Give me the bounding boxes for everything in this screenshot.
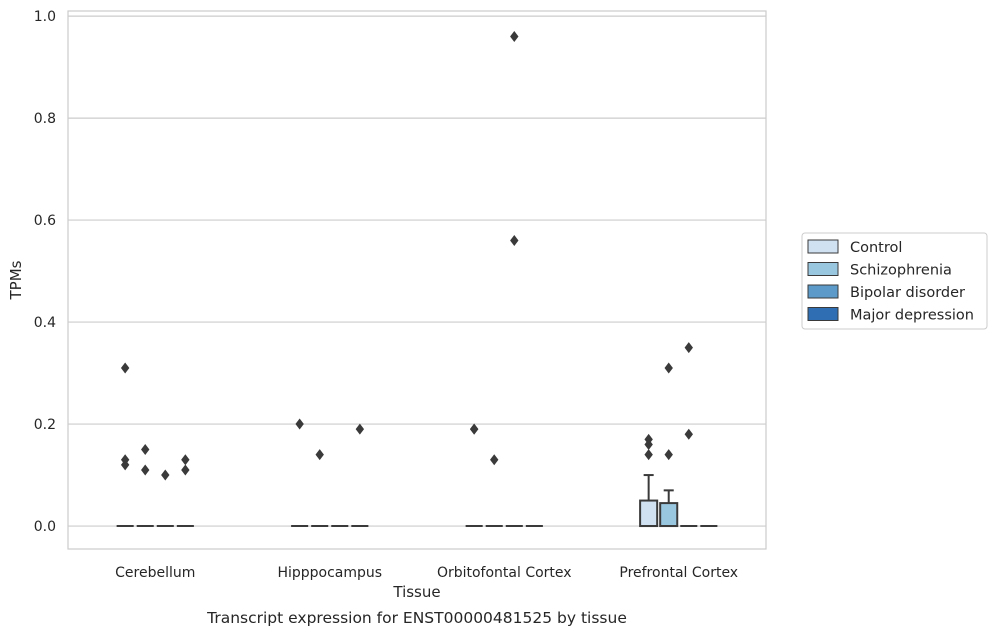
legend-swatch	[807, 307, 839, 321]
x-tick-label: Orbitofontal Cortex	[437, 565, 572, 581]
outlier-point	[355, 423, 365, 435]
legend-label: Major depression	[850, 308, 974, 324]
outlier-point	[490, 454, 499, 466]
outlier-point	[644, 449, 653, 461]
y-tick-label: 0.2	[34, 417, 56, 433]
legend-frame	[801, 232, 988, 330]
x-tick-label: Hipppocampus	[277, 565, 382, 581]
x-tick-label: Cerebellum	[115, 565, 195, 581]
legend: Control Schizophrenia Bipolar disorder Majo…	[801, 232, 988, 330]
outlier-point	[315, 449, 324, 461]
x-tick-labels: Cerebellum Hipppocampus Orbitofontal Corte…	[115, 565, 738, 581]
outlier-points	[120, 30, 693, 481]
y-tick-label: 1.0	[34, 9, 56, 25]
outlier-point	[161, 469, 170, 481]
outlier-point	[684, 428, 693, 440]
box-series	[116, 474, 718, 528]
outlier-point	[120, 454, 130, 466]
grid-lines	[68, 15, 766, 527]
outlier-point	[684, 342, 693, 354]
y-tick-label: 0.0	[34, 519, 56, 535]
y-tick-labels: 0.0 0.2 0.4 0.6 0.8 1.0	[34, 9, 56, 535]
x-tick-label: Prefrontal Cortex	[619, 565, 738, 581]
outlier-point	[295, 418, 304, 430]
legend-swatch	[807, 262, 839, 276]
chart-caption: Transcript expression for ENST0000048152…	[206, 609, 627, 627]
outlier-point	[181, 464, 190, 476]
outlier-point	[141, 444, 150, 456]
outlier-point	[510, 234, 519, 246]
legend-swatch	[807, 284, 839, 299]
outlier-point	[664, 362, 673, 374]
outlier-point	[181, 454, 190, 466]
box	[659, 502, 679, 528]
outlier-point	[510, 30, 519, 42]
outlier-point	[141, 464, 150, 476]
legend-swatch	[807, 239, 839, 254]
outlier-point	[469, 423, 479, 435]
y-tick-label: 0.6	[34, 213, 56, 229]
legend-label: Control	[850, 240, 902, 256]
box	[639, 499, 659, 528]
legend-label: Bipolar disorder	[850, 285, 965, 301]
outlier-point	[644, 433, 653, 445]
outlier-point	[664, 449, 673, 461]
box-group	[659, 489, 679, 528]
x-axis-label: Tissue	[392, 583, 440, 601]
box-group	[639, 474, 659, 528]
legend-label: Schizophrenia	[850, 263, 952, 279]
plot-frame	[67, 10, 767, 550]
outlier-point	[120, 362, 130, 374]
y-tick-label: 0.8	[34, 111, 56, 127]
y-tick-label: 0.4	[34, 315, 56, 331]
y-axis-label: TPMs	[7, 260, 25, 300]
